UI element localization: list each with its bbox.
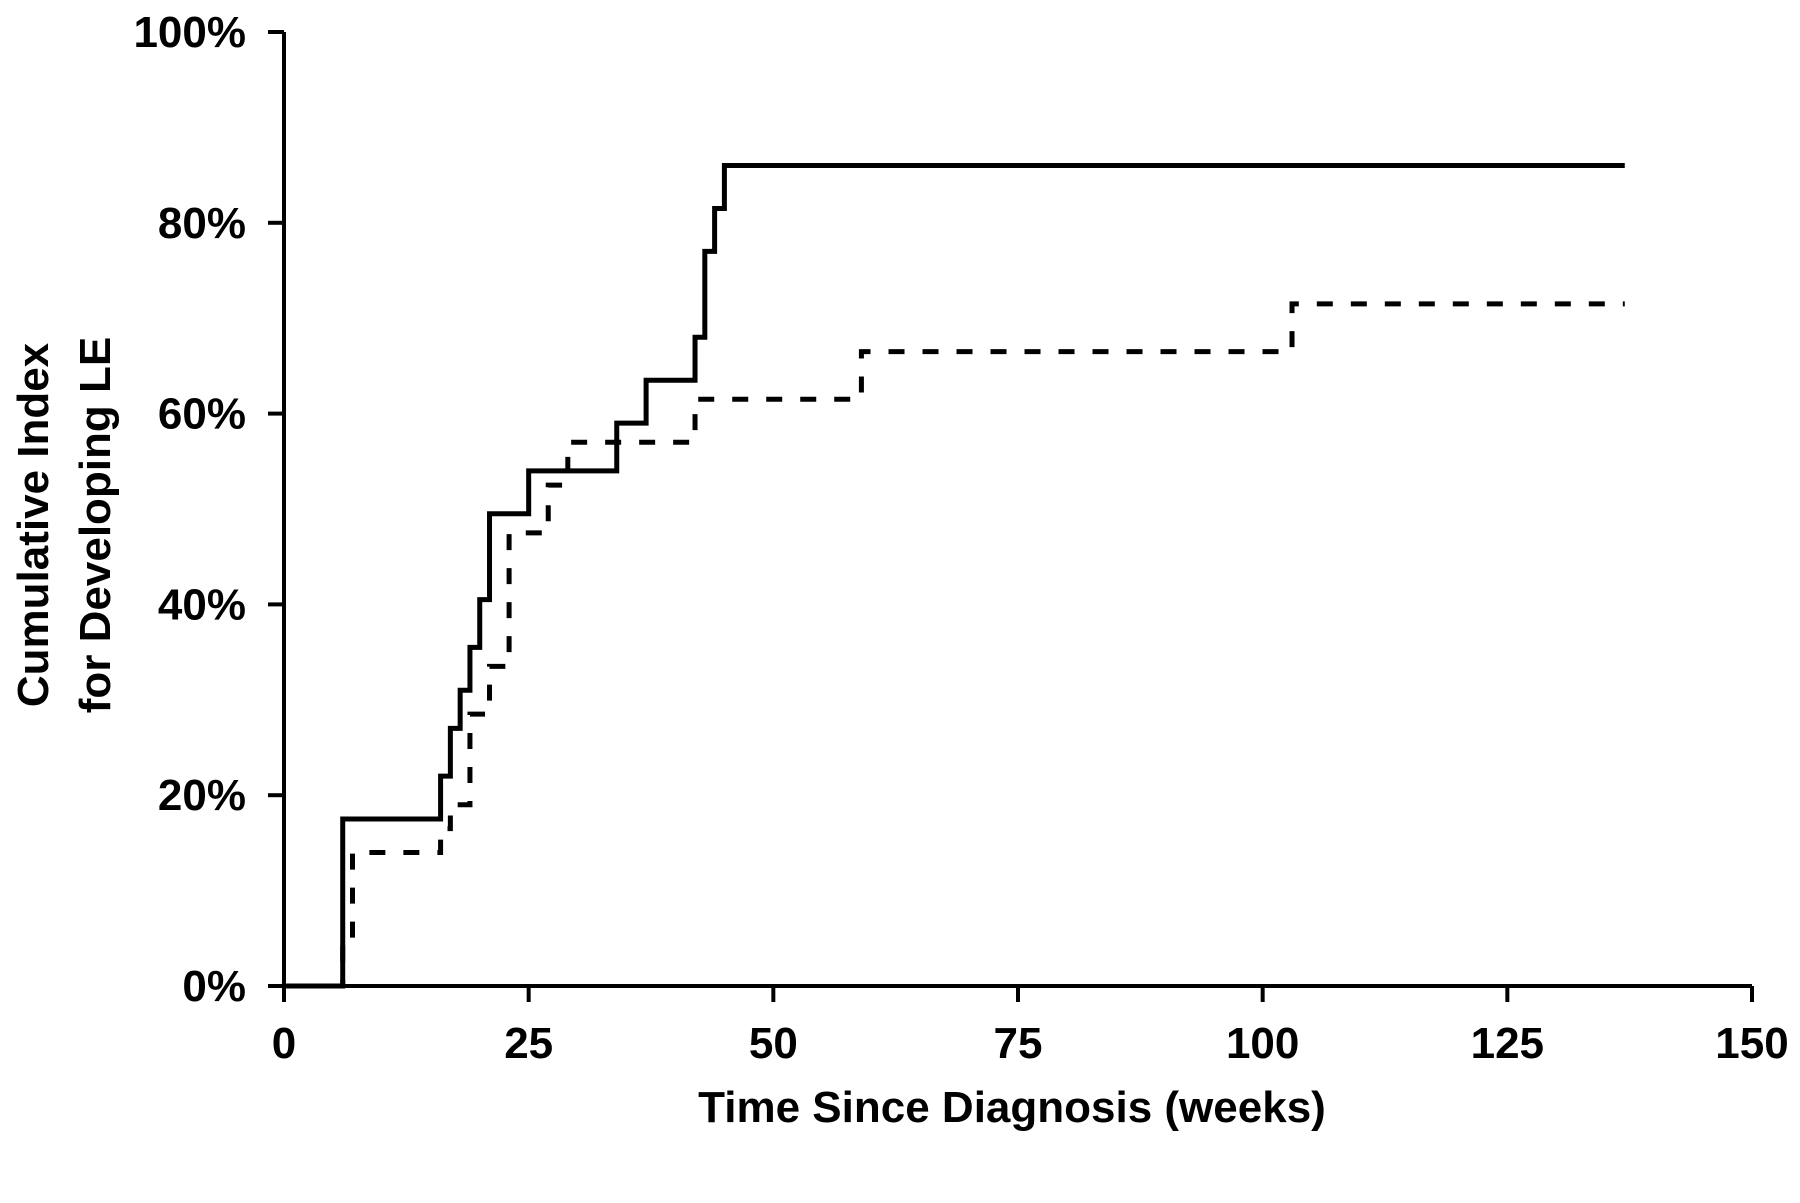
x-axis-ticks: 0 25 50 75 100 125 150 <box>272 986 1789 1068</box>
y-axis-title: Cumulative Index for Developing LE <box>9 337 120 713</box>
y-tick-label: 40% <box>158 580 246 629</box>
x-tick-label: 0 <box>272 1019 296 1068</box>
series-solid-line <box>284 163 1625 989</box>
y-axis-ticks: 0% 20% 40% 60% 80% 100% <box>133 8 284 1011</box>
y-tick-label: 80% <box>158 199 246 248</box>
y-tick-label: 20% <box>158 771 246 820</box>
x-tick-label: 50 <box>749 1019 798 1068</box>
series-dashed-line <box>332 301 1625 989</box>
y-tick-label: 60% <box>158 390 246 439</box>
x-tick-label: 125 <box>1471 1019 1544 1068</box>
series-layer <box>284 163 1625 989</box>
y-axis-title-line-2: for Developing LE <box>71 337 120 713</box>
y-axis-title-line-1: Cumulative Index <box>9 342 58 707</box>
y-tick-label: 0% <box>182 962 246 1011</box>
x-axis-title: Time Since Diagnosis (weeks) <box>698 1083 1326 1132</box>
x-tick-label: 150 <box>1715 1019 1788 1068</box>
x-tick-label: 75 <box>994 1019 1043 1068</box>
axes <box>282 32 1752 988</box>
y-tick-label: 100% <box>133 8 246 57</box>
x-tick-label: 25 <box>504 1019 553 1068</box>
x-tick-label: 100 <box>1226 1019 1299 1068</box>
